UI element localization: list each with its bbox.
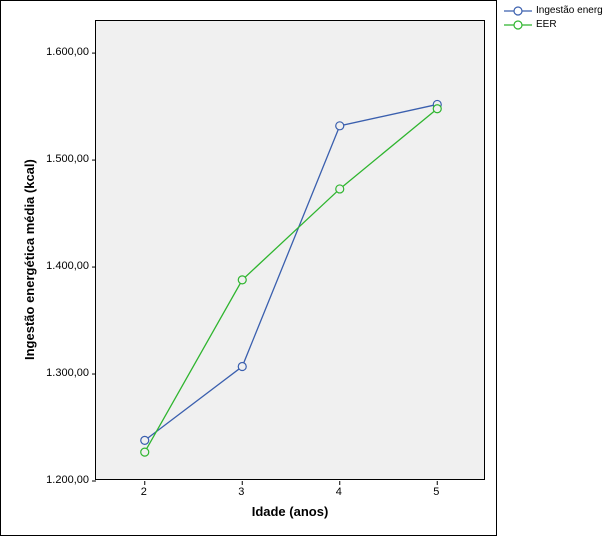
y-tick-label: 1.600,00: [46, 46, 89, 58]
x-tick-label: 2: [141, 486, 147, 498]
plot-svg: [96, 21, 486, 481]
plot-area: [95, 20, 485, 480]
y-tick-label: 1.200,00: [46, 474, 89, 486]
legend-item-0: Ingestão energ: [504, 4, 603, 18]
legend: Ingestão energ EER: [504, 4, 603, 32]
x-tick-label: 4: [336, 486, 342, 498]
legend-label-1: EER: [536, 18, 557, 32]
y-tick-label: 1.300,00: [46, 367, 89, 379]
legend-swatch-1: [504, 18, 532, 32]
x-axis-label: Idade (anos): [95, 504, 485, 519]
y-tick-label: 1.400,00: [46, 260, 89, 272]
y-axis-label: Ingestão energética média (kcal): [22, 159, 37, 360]
x-tick-label: 5: [433, 486, 439, 498]
x-tick-label: 3: [238, 486, 244, 498]
legend-item-1: EER: [504, 18, 603, 32]
legend-swatch-0: [504, 4, 532, 18]
legend-label-0: Ingestão energ: [536, 4, 603, 18]
y-tick-label: 1.500,00: [46, 153, 89, 165]
figure: 1.200,00 1.300,00 1.400,00 1.500,00 1.600,00…: [0, 0, 606, 538]
